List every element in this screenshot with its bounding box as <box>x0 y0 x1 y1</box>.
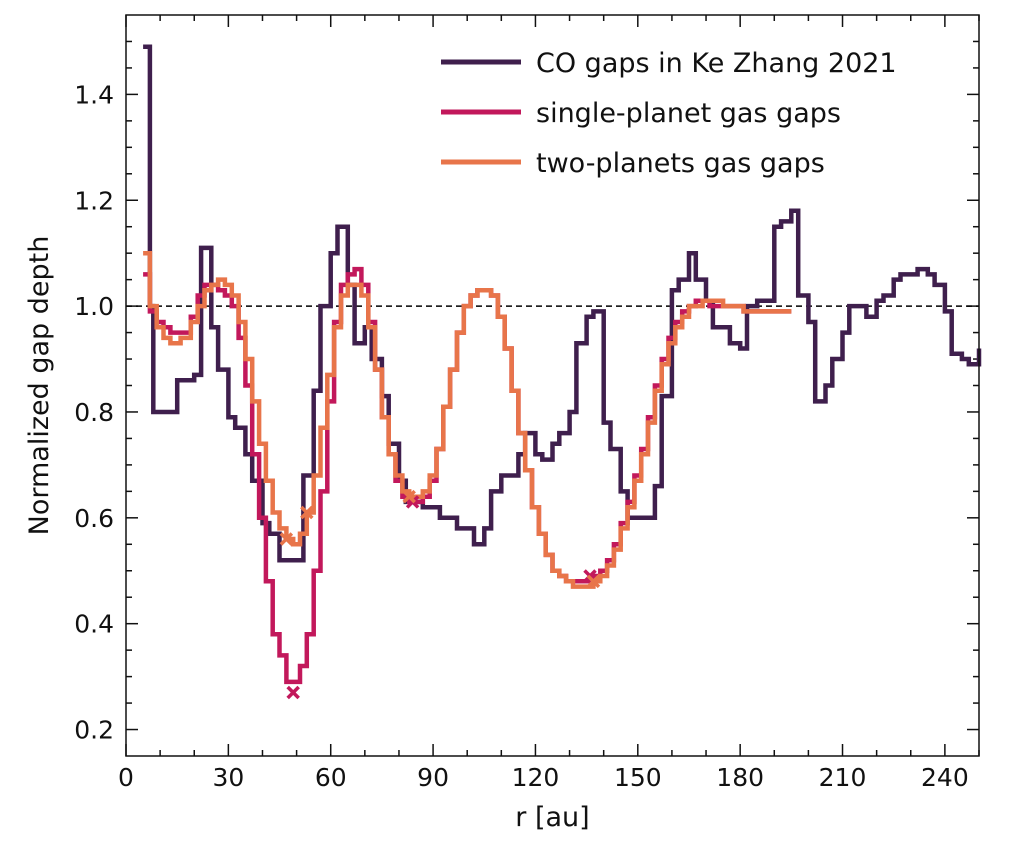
axis-ticks <box>125 15 980 756</box>
series-co-gaps-in-ke-zhang-2021 <box>143 44 982 563</box>
plot-frame <box>125 14 980 757</box>
marker-stroke <box>402 489 416 504</box>
y-tick-label: 0.6 <box>74 504 114 533</box>
marker-single-planet-gas-gaps <box>286 685 300 700</box>
marker-two-planets-gas-gaps <box>279 532 294 546</box>
marker-stroke <box>586 574 601 589</box>
x-tick-label: 60 <box>315 763 347 792</box>
legend-label-two-planets: two-planets gas gaps <box>536 148 825 179</box>
x-tick-label: 90 <box>417 763 449 792</box>
x-tick-label: 30 <box>212 763 244 792</box>
series-two-planets-gas-gaps <box>143 250 792 589</box>
legend-label-single-planet: single-planet gas gaps <box>536 98 841 129</box>
series-single-planet-gas-gaps <box>143 266 792 685</box>
x-tick-label: 150 <box>614 763 662 792</box>
x-tick-label: 240 <box>921 763 969 792</box>
legend-label-co-gaps: CO gaps in Ke Zhang 2021 <box>536 48 897 79</box>
y-axis-label: Normalized gap depth <box>24 236 55 536</box>
y-tick-label: 0.4 <box>74 610 114 639</box>
y-tick-label: 1.4 <box>74 80 114 109</box>
series-layer <box>143 44 982 685</box>
x-tick-label: 0 <box>118 763 134 792</box>
x-tick-label: 120 <box>512 763 560 792</box>
marker-stroke <box>279 532 294 546</box>
y-tick-label: 1.0 <box>74 292 114 321</box>
marker-stroke <box>286 685 300 700</box>
x-tick-label: 180 <box>716 763 764 792</box>
markers-layer <box>279 489 601 700</box>
marker-two-planets-gas-gaps <box>300 505 314 520</box>
marker-stroke <box>300 505 314 520</box>
y-tick-label: 0.2 <box>74 716 114 745</box>
y-tick-label: 1.2 <box>74 186 114 215</box>
marker-two-planets-gas-gaps <box>586 574 601 589</box>
y-tick-label: 0.8 <box>74 398 114 427</box>
x-tick-label: 210 <box>819 763 867 792</box>
marker-two-planets-gas-gaps <box>402 489 416 504</box>
tick-labels: 0 30 60 90 120 150 180 210 240 0.2 0.4 0.6 0.8 1.0 1.2… <box>74 80 969 792</box>
legend: CO gaps in Ke Zhang 2021 single-planet g… <box>441 48 897 179</box>
x-axis-label: r [au] <box>515 802 589 833</box>
